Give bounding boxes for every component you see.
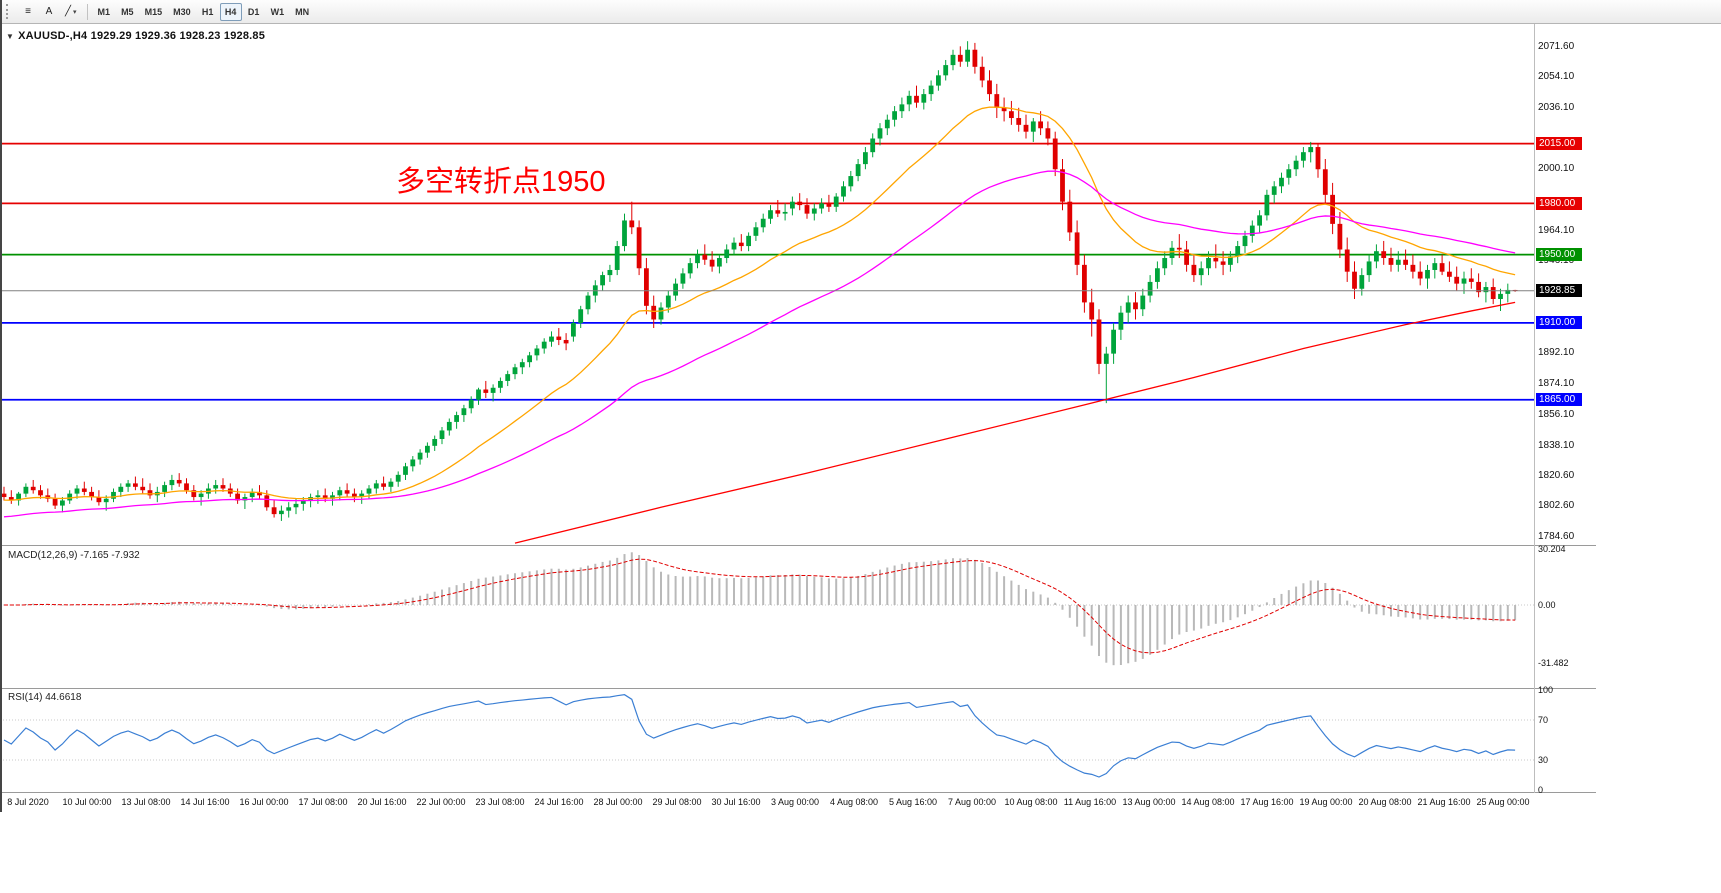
rsi-axis-label: 70 (1538, 715, 1549, 725)
time-label: 10 Aug 08:00 (1004, 797, 1058, 807)
time-label: 17 Jul 08:00 (298, 797, 348, 807)
text-tool-button[interactable]: A (39, 3, 59, 21)
macd-title: MACD(12,26,9) (8, 550, 78, 561)
time-label: 25 Aug 00:00 (1476, 797, 1530, 807)
time-label: 14 Aug 08:00 (1181, 797, 1235, 807)
time-label: 28 Jul 00:00 (593, 797, 643, 807)
time-label: 14 Jul 16:00 (180, 797, 230, 807)
time-label: 13 Jul 08:00 (121, 797, 171, 807)
chevron-down-icon: ▾ (73, 8, 77, 16)
timeframe-button-w1[interactable]: W1 (266, 3, 290, 21)
time-label: 3 Aug 00:00 (770, 797, 820, 807)
time-label: 17 Aug 16:00 (1240, 797, 1294, 807)
toolbar-grip[interactable] (6, 4, 12, 19)
time-label: 5 Aug 16:00 (888, 797, 938, 807)
toolbar-separator (86, 3, 88, 20)
time-label: 23 Jul 08:00 (475, 797, 525, 807)
time-label: 8 Jul 2020 (7, 797, 49, 807)
price-tick: 1874.10 (1538, 378, 1575, 390)
price-tick: 2036.10 (1538, 101, 1575, 113)
timeframe-button-m5[interactable]: M5 (116, 3, 139, 21)
time-label: 30 Jul 16:00 (711, 797, 761, 807)
price-tick: 2054.10 (1538, 70, 1575, 82)
price-tick: 1964.10 (1538, 224, 1575, 236)
price-tick: 1892.10 (1538, 347, 1575, 359)
current-price-tag: 1928.85 (1536, 284, 1582, 298)
symbol-timeframe: XAUUSD-,H4 (18, 30, 88, 42)
panel-splitter[interactable] (0, 792, 1596, 793)
time-label: 21 Aug 16:00 (1417, 797, 1471, 807)
rsi-chart[interactable] (0, 690, 1534, 792)
timeframe-button-m1[interactable]: M1 (93, 3, 116, 21)
time-label: 20 Aug 08:00 (1358, 797, 1412, 807)
charts-list-icon[interactable]: ≡ (18, 3, 38, 21)
macd-axis-label: -31.482 (1538, 658, 1569, 669)
price-tick: 2071.60 (1538, 41, 1575, 52)
timeframe-buttons: M1 M5 M15 M30 H1 H4 D1 W1 MN (93, 2, 315, 21)
time-label: 4 Aug 08:00 (829, 797, 879, 807)
price-chart[interactable] (0, 24, 1534, 545)
chart-annotation-text[interactable]: 多空转折点1950 (396, 166, 606, 198)
window-left-border (0, 0, 2, 812)
time-axis[interactable]: 8 Jul 2020 10 Jul 00:00 13 Jul 08:00 14 Jul… (0, 793, 1534, 811)
collapse-triangle-icon[interactable]: ▼ (6, 32, 15, 41)
timeframe-button-m15[interactable]: M15 (140, 3, 168, 21)
chart-toolbar: ≡ A ╱ ▾ M1 M5 M15 M30 H1 H4 D1 W1 MN (0, 0, 1721, 24)
macd-label: MACD(12,26,9) -7.165 -7.932 (8, 550, 140, 561)
price-level-tag: 1865.00 (1536, 393, 1582, 407)
time-label: 16 Jul 00:00 (239, 797, 289, 807)
ohlc-values: 1929.29 1929.36 1928.23 1928.85 (90, 30, 266, 42)
symbol-info-line: ▼ XAUUSD-,H4 1929.29 1929.36 1928.23 1928… (6, 30, 265, 42)
rsi-label: RSI(14) 44.6618 (8, 692, 81, 703)
time-label: 19 Aug 00:00 (1299, 797, 1353, 807)
timeframe-button-h1[interactable]: H1 (197, 3, 219, 21)
trendline-tool-button[interactable]: ╱ ▾ (60, 3, 82, 21)
timeframe-button-m30[interactable]: M30 (168, 3, 196, 21)
time-label: 20 Jul 16:00 (357, 797, 407, 807)
price-tick: 2000.10 (1538, 163, 1575, 175)
price-level-tag: 1980.00 (1536, 196, 1582, 210)
macd-values: -7.165 -7.932 (80, 550, 140, 561)
rsi-title: RSI(14) (8, 692, 43, 703)
rsi-axis-label: 30 (1538, 755, 1549, 765)
trendline-icon: ╱ (65, 5, 72, 17)
macd-chart[interactable] (0, 547, 1534, 687)
time-label: 10 Jul 00:00 (62, 797, 112, 807)
time-label: 22 Jul 00:00 (416, 797, 466, 807)
axis-border (1534, 24, 1535, 793)
panel-splitter[interactable] (0, 545, 1596, 546)
price-level-tag: 1910.00 (1536, 316, 1582, 330)
time-label: 11 Aug 16:00 (1063, 797, 1117, 807)
price-tick: 1856.10 (1538, 408, 1575, 420)
price-level-tag: 2015.00 (1536, 137, 1582, 151)
timeframe-button-h4[interactable]: H4 (219, 2, 242, 21)
time-label: 29 Jul 08:00 (652, 797, 702, 807)
price-tick: 1820.60 (1538, 469, 1575, 481)
macd-axis-label: 0.00 (1538, 600, 1556, 610)
price-axis[interactable]: 2071.602054.102036.102000.101964.101946.… (1535, 0, 1625, 893)
panel-splitter[interactable] (0, 688, 1596, 689)
timeframe-button-d1[interactable]: D1 (243, 3, 265, 21)
price-tick: 1802.60 (1538, 500, 1575, 512)
price-tick: 1784.60 (1538, 530, 1575, 542)
macd-axis-label: 30.204 (1538, 544, 1566, 555)
price-tick: 1838.10 (1538, 439, 1575, 451)
rsi-axis-label: 100 (1538, 685, 1554, 695)
price-level-tag: 1950.00 (1536, 248, 1582, 262)
time-label: 24 Jul 16:00 (534, 797, 584, 807)
time-label: 13 Aug 00:00 (1122, 797, 1176, 807)
rsi-axis-label: 0 (1538, 785, 1544, 795)
rsi-value: 44.6618 (45, 692, 82, 703)
timeframe-button-mn[interactable]: MN (290, 3, 314, 21)
time-label: 7 Aug 00:00 (947, 797, 997, 807)
